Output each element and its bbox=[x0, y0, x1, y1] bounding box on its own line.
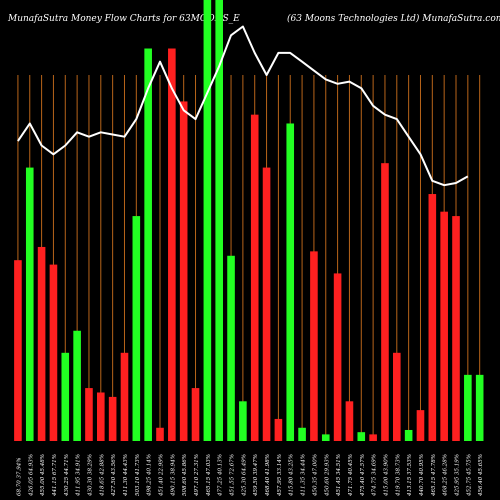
bar bbox=[440, 211, 448, 441]
x-tick-label: 450.35 47.00% bbox=[312, 454, 318, 497]
x-tick-label: 456.40 45.65% bbox=[478, 454, 484, 497]
bar bbox=[464, 374, 472, 441]
bar bbox=[286, 123, 295, 441]
bar bbox=[156, 427, 164, 441]
bar bbox=[321, 434, 330, 441]
bar bbox=[203, 0, 212, 441]
x-tick-label: 418.65 42.88% bbox=[99, 454, 105, 497]
x-tick-label: 425.30 64.49% bbox=[241, 454, 247, 497]
bar bbox=[310, 251, 318, 441]
x-tick-label: 503.10 41.73% bbox=[135, 454, 141, 496]
bar bbox=[250, 114, 259, 441]
bar bbox=[381, 163, 389, 442]
bar bbox=[298, 427, 306, 441]
x-tick-label: 459.50 39.47% bbox=[253, 454, 259, 497]
x-tick-label: 419.70 38.73% bbox=[395, 454, 401, 497]
bar bbox=[37, 246, 46, 441]
bar bbox=[73, 330, 81, 441]
x-tick-label: 497.10 27.31% bbox=[194, 454, 200, 497]
bar bbox=[452, 216, 460, 441]
x-tick-label: 411.95 34.91% bbox=[76, 454, 82, 497]
x-tick-label: 508.60 45.86% bbox=[182, 454, 188, 496]
x-tick-label: 451.40 22.99% bbox=[159, 454, 165, 497]
bar bbox=[25, 167, 34, 441]
bar bbox=[215, 0, 223, 441]
x-tick-label: 457.95 33.14% bbox=[277, 454, 283, 497]
x-tick-label: 426.05 64.93% bbox=[28, 454, 34, 497]
bar bbox=[85, 388, 93, 441]
x-axis-labels: 68.70 37.94% 426.05 64.93% 455.00 45.48% 44… bbox=[16, 454, 484, 497]
x-tick-label: 498.25 40.14% bbox=[147, 454, 153, 497]
bar bbox=[404, 429, 413, 441]
grid-lines bbox=[17, 75, 481, 441]
x-tick-label: 411.35 34.44% bbox=[301, 454, 307, 497]
x-tick-label: 415.80 43.25% bbox=[289, 454, 295, 497]
bar bbox=[239, 401, 247, 441]
bar bbox=[120, 352, 129, 441]
bar bbox=[345, 401, 354, 441]
x-tick-label: 471.75 40.45% bbox=[348, 454, 354, 497]
x-tick-label: 477.25 40.13% bbox=[218, 454, 224, 497]
bar bbox=[168, 48, 176, 441]
bar bbox=[191, 388, 200, 441]
x-tick-label: 68.70 37.94% bbox=[16, 458, 22, 496]
bar bbox=[333, 273, 342, 441]
bar bbox=[108, 396, 117, 441]
chart-title: MunafaSutra Money Flow Charts for 63MOON… bbox=[8, 14, 240, 24]
x-tick-label: 450.60 29.93% bbox=[324, 454, 330, 497]
x-tick-label: 452.75 45.75% bbox=[466, 454, 472, 497]
bar bbox=[393, 352, 401, 441]
x-tick-label: 465.15 47.78% bbox=[431, 454, 437, 497]
bar bbox=[428, 194, 437, 441]
money-flow-bars bbox=[14, 0, 484, 442]
bar bbox=[132, 216, 141, 441]
bar bbox=[262, 167, 271, 441]
bar bbox=[416, 410, 425, 441]
bar bbox=[97, 392, 105, 441]
bar bbox=[144, 48, 152, 441]
bar bbox=[357, 432, 366, 441]
x-tick-label: 415.00 43.90% bbox=[383, 454, 389, 497]
money-flow-line bbox=[17, 25, 469, 187]
x-tick-label: 468.40 41.98% bbox=[265, 454, 271, 497]
bar bbox=[475, 374, 484, 441]
bar bbox=[274, 418, 283, 441]
bar bbox=[49, 264, 58, 441]
x-tick-label: 430.25 44.71% bbox=[64, 454, 70, 497]
x-tick-label: 413.15 37.53% bbox=[407, 454, 413, 497]
x-tick-label: 440.70 40.95% bbox=[419, 454, 425, 497]
bar bbox=[369, 434, 377, 441]
company-title: (63 Moons Technologies Ltd) MunafaSutra.… bbox=[287, 14, 500, 24]
x-tick-label: 430.30 38.29% bbox=[87, 454, 93, 497]
bar bbox=[227, 255, 235, 441]
bar bbox=[61, 352, 70, 441]
x-tick-label: 474.75 34.69% bbox=[372, 454, 378, 497]
x-tick-label: 490.15 38.94% bbox=[170, 454, 176, 497]
x-tick-label: 451.55 72.67% bbox=[230, 454, 236, 497]
bar bbox=[14, 260, 22, 441]
x-tick-label: 468.25 46.28% bbox=[443, 454, 449, 497]
x-tick-label: 475.40 47.57% bbox=[360, 454, 366, 497]
x-tick-label: 411.30 44.43% bbox=[123, 454, 129, 497]
x-tick-label: 455.00 45.48% bbox=[40, 454, 46, 497]
x-tick-label: 441.15 67.71% bbox=[52, 454, 58, 497]
x-tick-label: 465.15 47.03% bbox=[206, 454, 212, 497]
x-tick-label: 425.95 35.19% bbox=[455, 454, 461, 497]
x-tick-label: 451.45 34.51% bbox=[336, 454, 342, 497]
x-tick-label: 427.50 43.56% bbox=[111, 454, 117, 497]
bar bbox=[179, 101, 188, 442]
